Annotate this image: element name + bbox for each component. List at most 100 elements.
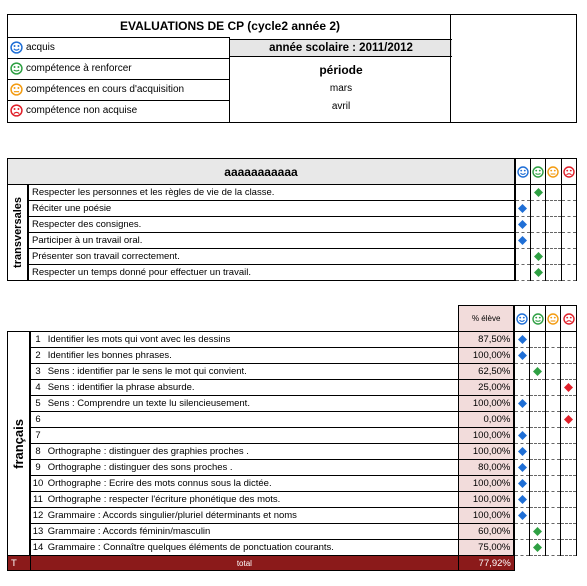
orange-face-icon: [547, 165, 560, 178]
percent-cell: 100,00%: [458, 491, 515, 508]
mark-cell-red: [560, 216, 578, 233]
mark-cell-green: [529, 443, 546, 460]
blue-face-icon: [10, 40, 23, 54]
diamond-marker-icon: [516, 495, 529, 504]
criterion-label: [44, 427, 460, 444]
diamond-marker-icon: [517, 220, 529, 229]
table-row: 11 Orthographe : respecter l'écriture pho…: [8, 491, 577, 508]
mark-cell-orange: [545, 216, 562, 233]
mark-cell-red: [560, 539, 577, 556]
criterion-label: Présenter son travail correctement.: [27, 248, 516, 265]
mark-cell-green: [529, 523, 546, 540]
criterion-label: [44, 411, 460, 428]
table-row: 7 100,00%: [8, 427, 577, 444]
transversal-table: aaaaaaaaaaa transversales Respecter les p…: [6, 158, 578, 286]
criterion-label: Orthographe : Ecrire des mots connus sou…: [44, 475, 460, 492]
item-number: 1: [29, 331, 45, 348]
school-year-bar: année scolaire : 2011/2012: [230, 39, 452, 57]
mark-cell-orange: [544, 459, 562, 476]
orange-face-icon: [10, 82, 23, 96]
mark-cell-green: [529, 200, 547, 217]
legend-item: compétences en cours d'acquisition: [8, 79, 230, 98]
percent-cell: 75,00%: [458, 539, 515, 556]
mark-cell-red: [560, 395, 577, 412]
mark-cell-red: [560, 264, 578, 281]
green-face-icon: [531, 312, 545, 325]
criterion-label: Sens : Comprendre un texte lu silencieus…: [44, 395, 460, 412]
table-row: 6 0,00%: [8, 411, 577, 428]
francais-header-blank: [7, 305, 460, 332]
transversal-section-label: transversales: [7, 184, 29, 281]
mark-cell-blue: [513, 507, 531, 524]
period-march: mars: [329, 83, 353, 94]
table-row: 14 Grammaire : Connaître quelques élément…: [8, 539, 577, 556]
percent-cell: 100,00%: [458, 443, 515, 460]
legend-label: compétences en cours d'acquisition: [26, 83, 185, 95]
table-row: 12 Grammaire : Accords singulier/pluriel …: [8, 507, 577, 524]
total-blank-cell: [514, 556, 530, 571]
mark-cell-orange: [545, 264, 562, 281]
legend-item: compétence non acquise: [8, 100, 230, 119]
total-blank-cell: [561, 556, 577, 571]
mark-cell-red: [560, 248, 578, 265]
mark-cell-orange: [544, 475, 562, 492]
mark-cell-orange: [545, 232, 562, 249]
mark-cell-blue: [513, 331, 531, 348]
item-number: 7: [29, 427, 45, 444]
diamond-marker-icon: [516, 431, 529, 440]
total-label: total: [29, 555, 460, 571]
mark-cell-red: [560, 184, 578, 201]
mark-cell-blue: [513, 264, 531, 281]
mark-cell-green: [529, 395, 546, 412]
blue-face-icon: [516, 165, 529, 178]
criterion-label: Participer à un travail oral.: [27, 232, 516, 249]
diamond-marker-icon: [562, 383, 576, 392]
table-row: Respecter un temps donné pour effectuer …: [8, 264, 578, 281]
diamond-marker-icon: [562, 415, 576, 424]
criterion-label: Réciter une poésie: [27, 200, 516, 217]
item-number: 14: [29, 539, 45, 556]
table-row: transversales Respecter les personnes et …: [7, 184, 578, 281]
mark-cell-blue: [513, 363, 531, 380]
mark-cell-blue: [513, 216, 531, 233]
mark-cell-orange: [545, 184, 562, 201]
mark-cell-red: [560, 363, 577, 380]
mark-cell-red: [560, 507, 577, 524]
criterion-label: Identifier les mots qui vont avec les de…: [44, 331, 460, 348]
mark-cell-green: [529, 475, 546, 492]
blue-face-icon: [516, 312, 529, 325]
mark-cell-blue: [513, 523, 531, 540]
table-row: 2 Identifier les bonnes phrases. 100,00%: [8, 347, 577, 364]
mark-cell-blue: [513, 347, 531, 364]
table-row: Présenter son travail correctement.: [8, 248, 578, 265]
mark-cell-red: [560, 347, 577, 364]
mark-cell-green: [529, 232, 547, 249]
table-row: 10 Orthographe : Ecrire des mots connus s…: [8, 475, 577, 492]
item-number: 2: [29, 347, 45, 364]
francais-section-text: français: [11, 418, 27, 469]
criterion-label: Identifier les bonnes phrases.: [44, 347, 460, 364]
criterion-label: Grammaire : Connaître quelques éléments …: [44, 539, 460, 556]
criterion-label: Orthographe : respecter l'écriture phoné…: [44, 491, 460, 508]
mark-cell-blue: [513, 475, 531, 492]
diamond-marker-icon: [516, 511, 529, 520]
mark-cell-orange: [544, 395, 562, 412]
header-empty-box: [450, 14, 577, 123]
percent-cell: 100,00%: [458, 507, 515, 524]
mark-cell-blue: [513, 232, 531, 249]
table-row: Réciter une poésie: [8, 200, 578, 217]
mark-cell-red: [560, 200, 578, 217]
period-label: période: [319, 63, 363, 77]
table-row: 13 Grammaire : Accords féminin/masculin 60…: [8, 523, 577, 540]
mark-cell-orange: [544, 539, 562, 556]
col-red-head: [560, 158, 578, 185]
total-percent: 77,92%: [458, 555, 515, 571]
mark-cell-green: [529, 347, 546, 364]
orange-face-icon: [546, 312, 560, 325]
table-row: 3 Sens : identifier par le sens le mot qu…: [8, 363, 577, 380]
mark-cell-green: [529, 331, 546, 348]
pct-header: % élève: [458, 305, 515, 332]
mark-cell-red: [560, 427, 577, 444]
table-row: français 1 Identifier les mots qui vont av…: [7, 331, 577, 556]
mark-cell-orange: [544, 523, 562, 540]
